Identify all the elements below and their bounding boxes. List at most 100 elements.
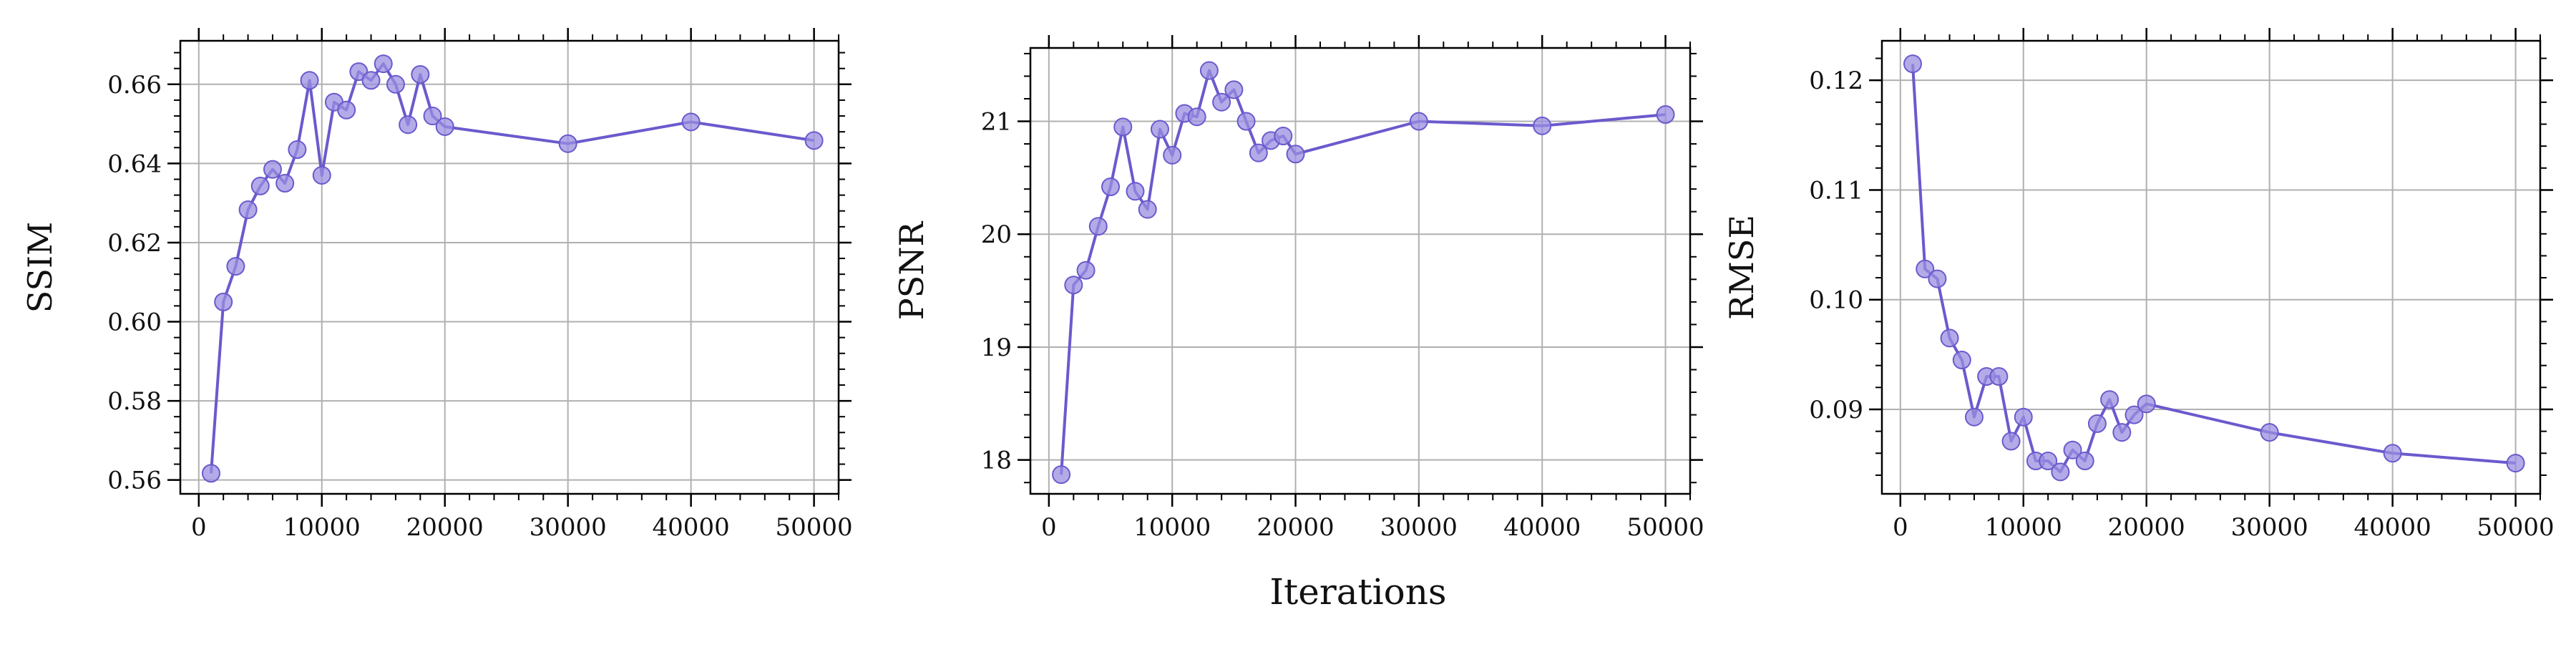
y-axis-label: SSIM: [21, 222, 59, 313]
data-point: [1052, 465, 1071, 485]
data-point: [2260, 423, 2279, 442]
data-point: [2124, 405, 2144, 424]
y-tick-label: 0.62: [107, 229, 162, 258]
y-tick-label: 0.60: [107, 308, 162, 337]
y-tick-label: 21: [981, 108, 1012, 137]
data-point: [238, 200, 258, 220]
data-point: [1989, 367, 2009, 386]
data-point: [2039, 452, 2058, 471]
data-point: [312, 165, 331, 185]
data-point: [226, 257, 245, 276]
data-point: [1286, 145, 1305, 164]
data-point: [1163, 145, 1182, 165]
x-tick-label: 50000: [776, 513, 853, 542]
subplot-psnr: 0 10000 20000 30000 40000 50000 18 19 20 21 PSNR: [892, 35, 1704, 542]
data-point: [1249, 143, 1268, 162]
data-point: [300, 71, 319, 90]
x-tick-label: 0: [191, 513, 207, 542]
axes-frame: [179, 39, 840, 495]
data-point: [1101, 177, 1121, 196]
series-line: [1911, 64, 2516, 474]
data-point: [2112, 423, 2132, 442]
data-point: [411, 64, 430, 84]
x-tick-label: 40000: [1503, 513, 1581, 542]
data-point: [1076, 261, 1096, 280]
x-tick-label: 50000: [2477, 513, 2555, 542]
subplot-ssim: 0 10000 20000 30000 40000 50000 0.56 0.58 0.60 0.…: [21, 28, 853, 542]
x-tick-label: 50000: [1626, 513, 1704, 542]
x-tick-label: 30000: [2231, 513, 2308, 542]
x-tick-label: 10000: [1985, 513, 2062, 542]
data-point: [1928, 269, 1947, 288]
data-point: [1656, 105, 1675, 125]
data-point: [1187, 107, 1206, 127]
data-point: [1533, 116, 1552, 135]
x-tick-label: 20000: [2108, 513, 2185, 542]
data-point: [558, 134, 577, 153]
y-tick-label: 19: [981, 334, 1012, 362]
data-point: [1150, 120, 1169, 139]
data-point: [1064, 276, 1083, 295]
y-tick-label: 20: [981, 220, 1012, 249]
x-tick-label: 40000: [653, 513, 730, 542]
data-point: [263, 160, 282, 179]
x-tick-label: 0: [1893, 513, 1908, 542]
y-tick-label: 0.10: [1809, 286, 1863, 315]
shared-x-axis-label: Iterations: [1269, 571, 1446, 613]
series-line: [210, 62, 814, 474]
data-point: [386, 74, 405, 94]
y-tick-label: 0.09: [1809, 396, 1863, 424]
data-point: [1964, 407, 1984, 427]
axes-frame: [1029, 47, 1692, 495]
data-point: [2100, 390, 2119, 409]
y-tick-label: 0.58: [107, 387, 162, 416]
data-point: [2383, 444, 2402, 463]
data-point: [1126, 182, 1145, 201]
y-tick-label: 0.64: [107, 150, 162, 178]
data-point: [1274, 127, 1293, 146]
data-point: [337, 100, 356, 120]
data-point: [1952, 351, 1971, 370]
data-point: [804, 131, 824, 150]
y-axis-label: RMSE: [1722, 215, 1761, 320]
data-point: [1088, 217, 1108, 236]
data-point: [2001, 432, 2021, 451]
data-point: [2014, 407, 2033, 427]
data-point: [214, 292, 233, 311]
y-tick-label: 0.11: [1809, 176, 1863, 205]
y-tick-label: 0.66: [107, 71, 162, 99]
subplot-rmse: 0 10000 20000 30000 40000 50000 0.09 0.10 0.11 0.…: [1722, 28, 2555, 542]
data-point: [1212, 92, 1231, 112]
data-point: [288, 140, 307, 160]
x-tick-label: 20000: [1257, 513, 1334, 542]
data-point: [1138, 200, 1157, 219]
data-point: [1113, 117, 1133, 137]
data-point: [1224, 80, 1244, 99]
x-tick-label: 30000: [1380, 513, 1458, 542]
y-tick-label: 0.56: [107, 467, 162, 495]
x-tick-label: 10000: [283, 513, 361, 542]
x-tick-label: 30000: [530, 513, 607, 542]
data-point: [2063, 440, 2082, 459]
data-point: [1409, 112, 1428, 131]
x-tick-label: 40000: [2354, 513, 2431, 542]
data-point: [2087, 414, 2107, 433]
data-point: [250, 176, 270, 195]
data-point: [435, 117, 454, 136]
data-point: [1236, 112, 1256, 131]
y-axis-label: PSNR: [892, 220, 931, 320]
data-point: [1903, 54, 1922, 74]
data-point: [2506, 454, 2525, 473]
data-point: [399, 115, 418, 135]
y-tick-label: 18: [981, 447, 1012, 475]
x-tick-label: 0: [1041, 513, 1057, 542]
data-point: [2137, 394, 2156, 414]
data-point: [1199, 61, 1219, 80]
data-point: [361, 71, 381, 90]
x-tick-label: 20000: [406, 513, 484, 542]
data-point: [1916, 259, 1935, 278]
data-point: [2051, 462, 2070, 482]
data-point: [423, 107, 442, 126]
